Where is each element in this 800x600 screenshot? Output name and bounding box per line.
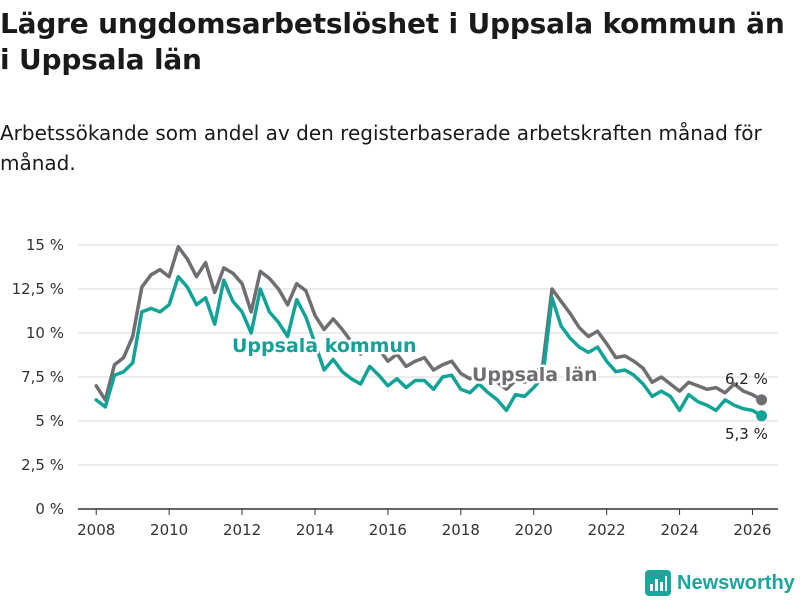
- x-tick-label: 2016: [369, 521, 407, 539]
- series-line-kommun: [94, 274, 764, 418]
- x-tick-label: 2020: [515, 521, 553, 539]
- gridlines: [78, 244, 778, 466]
- y-tick-label: 15 %: [26, 236, 64, 254]
- end-point-lan: [756, 394, 768, 406]
- x-axis: 2008 2010 2012 2014 2016 2018 2020 2022 2024 2026: [77, 508, 778, 539]
- newsworthy-logo-icon: [645, 570, 671, 596]
- x-tick-label: 2012: [223, 521, 261, 539]
- end-label-lan: 6,2 %: [725, 370, 768, 388]
- end-label-kommun: 5,3 %: [725, 425, 768, 443]
- x-tick-label: 2024: [660, 521, 698, 539]
- y-tick-label: 2,5 %: [21, 456, 64, 474]
- end-point-kommun: [756, 410, 768, 422]
- y-tick-label: 5 %: [35, 412, 64, 430]
- y-tick-label: 0 %: [35, 500, 64, 518]
- brand-name: Newsworthy: [677, 571, 795, 594]
- x-tick-label: 2022: [588, 521, 626, 539]
- series-label-lan: Uppsala län: [472, 364, 598, 386]
- series-label-kommun: Uppsala kommun: [232, 335, 417, 357]
- x-tick-label: 2026: [733, 521, 771, 539]
- chart-title: Lägre ungdomsarbetslöshet i Uppsala komm…: [0, 7, 785, 76]
- series-lines: [94, 245, 768, 422]
- x-tick-label: 2018: [442, 521, 480, 539]
- series-line-lan: [94, 245, 764, 402]
- series-labels: Uppsala kommun Uppsala län 6,2 % 5,3 %: [230, 333, 768, 444]
- brand-logo: Newsworthy: [645, 568, 795, 598]
- chart-subtitle: Arbetssökande som andel av den registerb…: [0, 121, 762, 175]
- y-tick-label: 12,5 %: [12, 280, 64, 298]
- y-axis-ticks: 0 % 2,5 % 5 % 7,5 % 10 % 12,5 % 15 %: [12, 236, 64, 518]
- x-tick-label: 2008: [77, 521, 115, 539]
- x-tick-label: 2014: [296, 521, 334, 539]
- y-tick-label: 7,5 %: [21, 368, 64, 386]
- x-tick-label: 2010: [150, 521, 188, 539]
- y-tick-label: 10 %: [26, 324, 64, 342]
